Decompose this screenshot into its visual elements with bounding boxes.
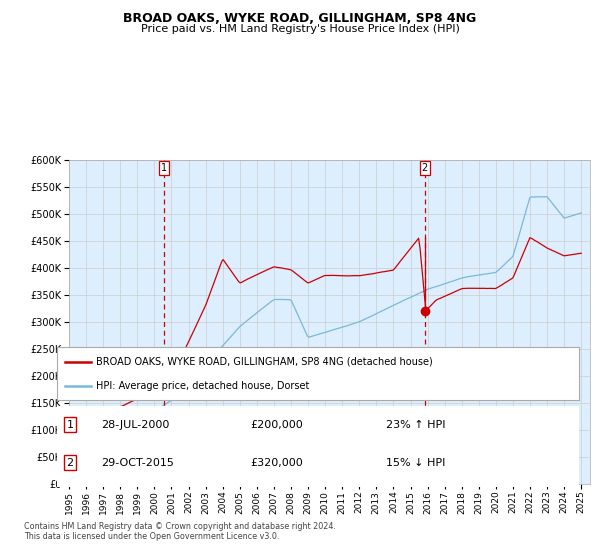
Text: £320,000: £320,000 bbox=[250, 458, 303, 468]
Text: 15% ↓ HPI: 15% ↓ HPI bbox=[386, 458, 445, 468]
Text: BROAD OAKS, WYKE ROAD, GILLINGHAM, SP8 4NG (detached house): BROAD OAKS, WYKE ROAD, GILLINGHAM, SP8 4… bbox=[96, 357, 433, 367]
Text: HPI: Average price, detached house, Dorset: HPI: Average price, detached house, Dors… bbox=[96, 381, 310, 391]
Text: 23% ↑ HPI: 23% ↑ HPI bbox=[386, 419, 445, 430]
Text: 29-OCT-2015: 29-OCT-2015 bbox=[101, 458, 174, 468]
Text: 2: 2 bbox=[422, 163, 428, 173]
Text: Contains HM Land Registry data © Crown copyright and database right 2024.
This d: Contains HM Land Registry data © Crown c… bbox=[24, 522, 336, 542]
Text: 28-JUL-2000: 28-JUL-2000 bbox=[101, 419, 170, 430]
Text: 2: 2 bbox=[67, 458, 74, 468]
Text: £200,000: £200,000 bbox=[250, 419, 303, 430]
Text: BROAD OAKS, WYKE ROAD, GILLINGHAM, SP8 4NG: BROAD OAKS, WYKE ROAD, GILLINGHAM, SP8 4… bbox=[124, 12, 476, 25]
Text: 1: 1 bbox=[67, 419, 74, 430]
Text: Price paid vs. HM Land Registry's House Price Index (HPI): Price paid vs. HM Land Registry's House … bbox=[140, 24, 460, 34]
Text: 1: 1 bbox=[161, 163, 167, 173]
